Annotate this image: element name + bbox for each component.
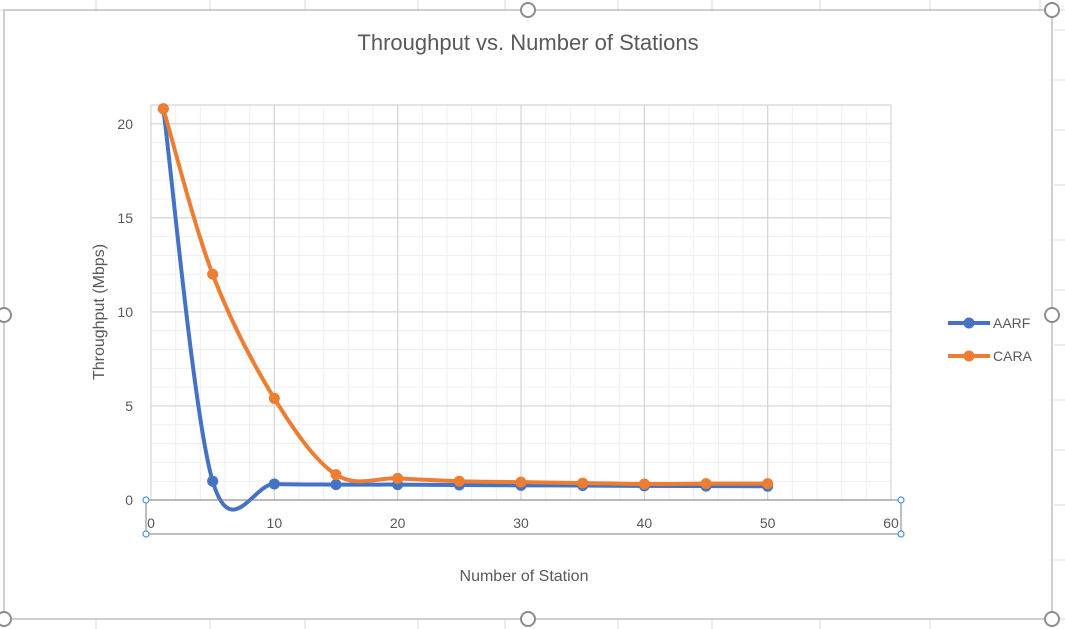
x-axis-selection-box[interactable]: [145, 499, 902, 535]
legend-marker: [963, 350, 975, 362]
legend-label: CARA: [993, 348, 1033, 364]
x-axis-title[interactable]: Number of Station: [460, 568, 589, 585]
y-tick-label: 0: [125, 492, 133, 508]
legend-label: AARF: [993, 315, 1030, 331]
data-point-aarf[interactable]: [268, 478, 280, 490]
data-point-cara[interactable]: [762, 478, 774, 490]
legend-marker: [963, 317, 975, 329]
y-tick-label: 20: [117, 116, 133, 132]
x-axis-selection[interactable]: [142, 496, 905, 538]
chart-area-frame[interactable]: [3, 9, 1053, 620]
x-axis-tick-labels: 0 10 20 30 40 50 60: [147, 515, 899, 531]
legend-item-aarf[interactable]: AARF: [948, 315, 1030, 331]
x-tick-label: 40: [637, 515, 653, 531]
data-point-cara[interactable]: [515, 476, 527, 488]
data-point-cara[interactable]: [157, 103, 169, 115]
x-tick-label: 50: [760, 515, 776, 531]
x-axis-handle-top-left[interactable]: [142, 496, 150, 504]
resize-handle-left[interactable]: [0, 307, 12, 323]
resize-handle-bottom-left[interactable]: [0, 611, 12, 627]
data-point-cara[interactable]: [700, 478, 712, 490]
data-point-cara[interactable]: [207, 268, 219, 280]
data-point-aarf[interactable]: [330, 479, 342, 491]
y-axis-tick-labels: 0 5 10 15 20: [117, 116, 133, 508]
x-tick-label: 60: [883, 515, 899, 531]
data-point-cara[interactable]: [577, 477, 589, 489]
resize-handle-right[interactable]: [1044, 307, 1060, 323]
resize-handle-top[interactable]: [520, 2, 536, 18]
chart-title[interactable]: Throughput vs. Number of Stations: [357, 30, 698, 55]
resize-handle-top-right[interactable]: [1044, 2, 1060, 18]
series-layer: [157, 103, 774, 512]
data-point-aarf[interactable]: [207, 475, 219, 487]
x-axis-handle-bottom-left[interactable]: [142, 530, 150, 538]
x-tick-label: 30: [513, 515, 529, 531]
x-tick-label: 0: [147, 515, 155, 531]
y-tick-label: 5: [125, 398, 133, 414]
x-tick-label: 20: [390, 515, 406, 531]
y-tick-label: 10: [117, 304, 133, 320]
legend[interactable]: AARF CARA: [948, 315, 1033, 364]
x-axis-handle-bottom-right[interactable]: [897, 530, 905, 538]
data-point-cara[interactable]: [638, 478, 650, 490]
y-tick-label: 15: [117, 210, 133, 226]
series-cara[interactable]: [157, 103, 774, 490]
resize-handle-bottom[interactable]: [520, 611, 536, 627]
legend-item-cara[interactable]: CARA: [948, 348, 1033, 364]
data-point-cara[interactable]: [392, 472, 404, 484]
major-gridlines: [150, 104, 892, 501]
resize-handle-bottom-right[interactable]: [1044, 611, 1060, 627]
data-point-cara[interactable]: [330, 469, 342, 481]
x-axis-handle-top-right[interactable]: [897, 496, 905, 504]
x-tick-label: 10: [267, 515, 283, 531]
y-axis-title[interactable]: Throughput (Mbps): [91, 244, 108, 380]
data-point-cara[interactable]: [453, 475, 465, 487]
data-point-cara[interactable]: [268, 392, 280, 404]
